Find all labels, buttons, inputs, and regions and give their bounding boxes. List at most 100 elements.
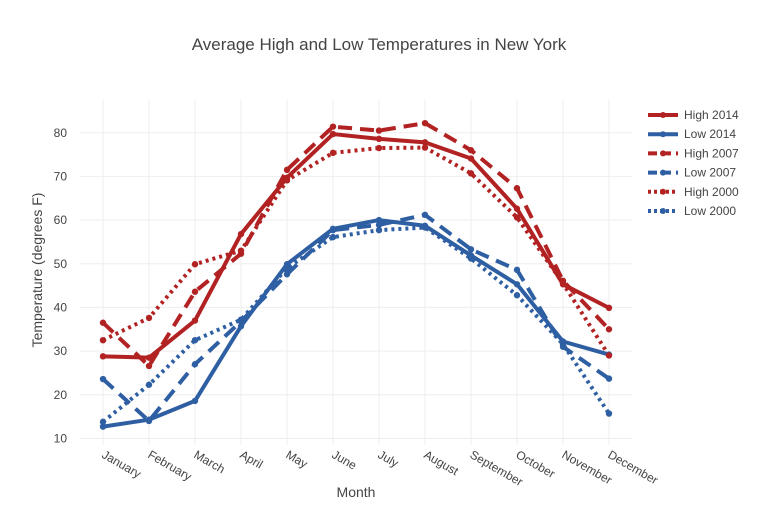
x-axis-title: Month [337, 484, 376, 500]
point-high-2000-april [237, 247, 245, 254]
point-high-2000-may [283, 177, 291, 184]
point-high-2000-december [605, 352, 613, 359]
point-high-2000-february [145, 314, 153, 322]
legend-marker-low-2000 [660, 208, 666, 214]
legend-item-low-2014[interactable]: Low 2014 [648, 127, 736, 141]
y-tick-label-40: 40 [54, 300, 68, 314]
series-line-low-2014 [102, 218, 610, 429]
y-tick-label-60: 60 [54, 213, 68, 227]
point-high-2014-february [145, 354, 153, 361]
legend-item-low-2007[interactable]: Low 2007 [648, 166, 736, 180]
point-low-2014-october [513, 281, 521, 288]
point-high-2007-august [421, 119, 429, 127]
point-low-2007-january [99, 375, 107, 383]
point-low-2007-june [329, 226, 337, 234]
point-low-2000-march [191, 336, 199, 344]
series-high-2000 [99, 144, 613, 359]
point-low-2000-september [467, 255, 475, 262]
legend-item-high-2007[interactable]: High 2007 [648, 146, 739, 160]
y-tick-label-50: 50 [54, 257, 68, 271]
point-high-2014-august [421, 139, 429, 146]
point-low-2014-july [375, 216, 383, 224]
series-high-2014 [99, 130, 613, 361]
x-tick-label-april: April [238, 447, 266, 471]
x-tick-label-march: March [192, 447, 228, 476]
point-low-2000-january [99, 418, 107, 426]
legend-marker-high-2000 [660, 188, 666, 195]
point-high-2014-july [375, 135, 383, 143]
point-low-2007-september [467, 246, 475, 253]
legend-marker-low-2007 [660, 169, 666, 176]
y-tick-label-20: 20 [54, 388, 68, 402]
y-axis-title: Temperature (degrees F) [29, 193, 45, 348]
series-line-low-2007 [101, 212, 611, 423]
legend-marker-low-2014 [660, 131, 666, 138]
series-line-low-2000 [101, 225, 611, 424]
point-high-2014-march [191, 317, 199, 324]
series-low-2000 [99, 224, 613, 426]
point-high-2000-january [99, 336, 107, 344]
point-low-2014-january [99, 423, 107, 430]
y-tick-label-10: 10 [54, 431, 68, 445]
point-high-2007-may [283, 166, 291, 174]
point-low-2000-november [559, 340, 567, 348]
point-low-2007-october [513, 266, 521, 274]
point-high-2007-june [329, 123, 337, 130]
point-high-2007-september [467, 147, 475, 154]
legend-label-low-2007: Low 2007 [684, 166, 736, 180]
point-high-2000-october [513, 214, 521, 221]
point-high-2007-december [605, 326, 613, 333]
point-low-2000-february [145, 381, 153, 388]
point-low-2007-july [375, 221, 383, 229]
x-tick-label-may: May [284, 447, 311, 470]
y-tick-label-70: 70 [54, 169, 68, 183]
point-low-2007-december [605, 375, 613, 382]
y-tick-label-80: 80 [54, 126, 68, 140]
x-tick-label-december: December [606, 447, 661, 487]
legend-label-high-2014: High 2014 [684, 108, 739, 122]
series-line-high-2014 [102, 132, 610, 360]
x-tick-label-august: August [422, 447, 462, 478]
x-tick-label-february: February [146, 447, 195, 483]
point-high-2007-october [513, 185, 521, 192]
point-high-2007-january [99, 319, 107, 326]
point-low-2000-july [375, 226, 383, 234]
x-tick-label-june: June [330, 447, 360, 472]
point-high-2000-september [467, 170, 475, 177]
point-low-2000-october [513, 292, 521, 299]
series-layer [99, 119, 613, 430]
point-low-2000-august [421, 224, 429, 231]
point-low-2007-august [421, 211, 429, 219]
point-low-2000-april [237, 316, 245, 323]
point-high-2014-january [99, 353, 107, 360]
point-high-2000-june [329, 149, 337, 157]
x-tick-label-january: January [100, 447, 144, 480]
legend: High 2014 Low 2014 High 2007 Low 2007 High 2… [648, 108, 739, 218]
legend-item-high-2014[interactable]: High 2014 [648, 108, 739, 122]
point-high-2014-september [467, 155, 475, 162]
legend-item-high-2000[interactable]: High 2000 [648, 185, 739, 199]
chart-title: Average High and Low Temperatures in New… [192, 35, 567, 54]
point-high-2000-july [375, 144, 383, 152]
legend-label-high-2000: High 2000 [684, 185, 739, 199]
point-low-2014-march [191, 397, 199, 405]
legend-marker-high-2014 [660, 112, 666, 118]
point-low-2000-may [283, 264, 291, 272]
point-low-2007-february [145, 417, 153, 425]
point-high-2000-august [421, 144, 429, 151]
point-high-2007-february [145, 362, 153, 370]
series-line-high-2000 [102, 145, 611, 357]
legend-label-high-2007: High 2007 [684, 146, 739, 160]
series-line-high-2007 [101, 121, 611, 368]
point-high-2000-november [559, 280, 567, 287]
point-low-2000-june [329, 233, 337, 241]
legend-label-low-2014: Low 2014 [684, 127, 736, 141]
series-low-2007 [99, 211, 613, 425]
x-tick-label-november: November [560, 447, 615, 487]
y-tick-label-30: 30 [54, 344, 68, 358]
point-high-2014-october [513, 205, 521, 212]
point-low-2007-march [191, 361, 199, 368]
legend-item-low-2000[interactable]: Low 2000 [648, 204, 736, 218]
point-low-2014-april [237, 323, 245, 330]
